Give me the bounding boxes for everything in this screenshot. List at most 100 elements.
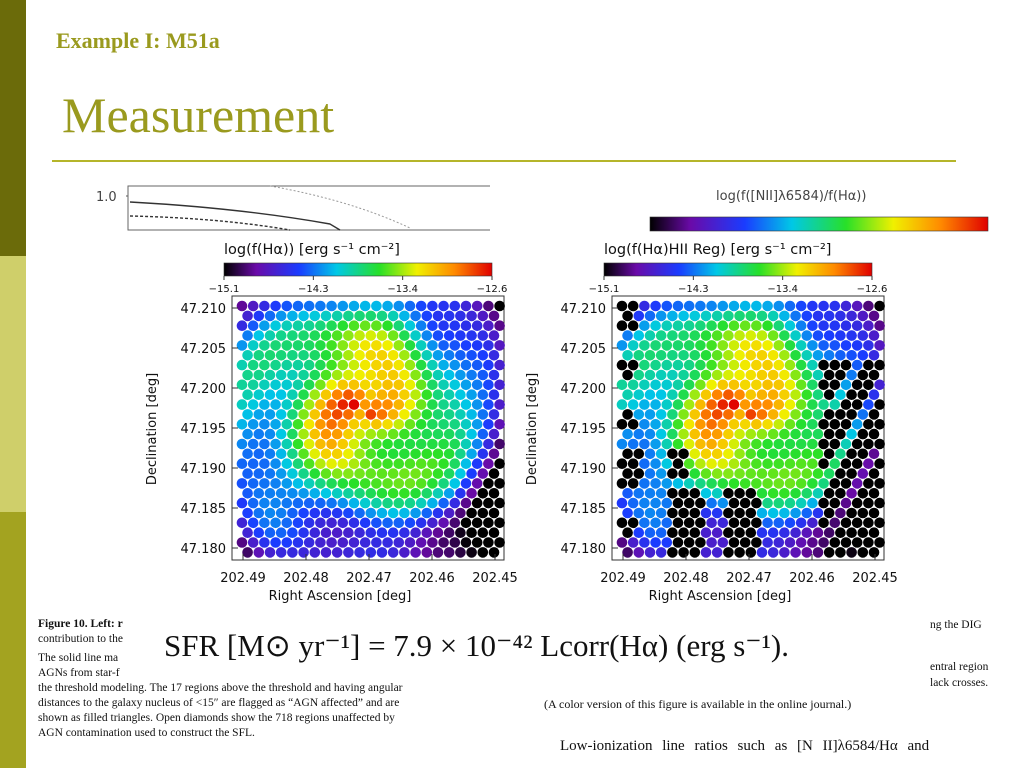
fiber-dot: [275, 507, 287, 519]
fiber-dot: [756, 389, 768, 400]
fiber-dot: [840, 438, 852, 450]
fiber-dot: [477, 409, 489, 420]
fiber-dot: [627, 340, 639, 351]
fiber-dot: [661, 497, 673, 509]
fiber-dot: [410, 350, 421, 361]
fiber-dot: [790, 310, 801, 322]
fiber-dot: [655, 409, 667, 420]
fiber-dot: [281, 320, 293, 331]
fiber-dot: [633, 428, 645, 440]
fiber-dot: [790, 409, 801, 420]
fiber-dot: [683, 340, 695, 351]
fiber-dot: [784, 359, 796, 371]
fiber-dot: [762, 517, 773, 529]
fiber-dot: [488, 389, 500, 400]
fiber-dot: [751, 300, 762, 312]
fiber-dot: [751, 458, 762, 469]
fiber-dot: [443, 310, 455, 322]
fiber-dot: [387, 369, 399, 381]
fiber-dot: [455, 409, 466, 420]
fiber-dot: [706, 379, 717, 391]
fiber-dot: [812, 527, 824, 538]
fiber-dot: [247, 359, 259, 371]
fiber-dot: [376, 389, 388, 400]
fiber-dot: [399, 507, 410, 519]
fiber-dot: [331, 389, 343, 400]
fiber-dot: [421, 428, 433, 440]
fiber-dot: [773, 399, 785, 410]
fiber-dot: [795, 300, 807, 312]
fiber-dot: [672, 379, 684, 391]
fiber-dot: [678, 527, 689, 538]
fiber-dot: [801, 488, 813, 499]
fiber-dot: [438, 340, 449, 351]
y-tick-label: 47.185: [561, 502, 607, 517]
fiber-dot: [443, 468, 455, 479]
fiber-dot: [807, 517, 818, 529]
colorbar-tick-label: −14.3: [298, 284, 329, 295]
fiber-dot: [734, 428, 745, 440]
fiber-dot: [443, 507, 455, 519]
fiber-dot: [818, 458, 829, 469]
fiber-dot: [393, 359, 405, 371]
fiber-dot: [247, 517, 259, 529]
fiber-dot: [734, 330, 745, 341]
fiber-dot: [421, 448, 433, 460]
fiber-dot: [739, 517, 751, 529]
fiber-dot: [326, 497, 337, 509]
fiber-dot: [410, 409, 421, 420]
fiber-dot: [840, 419, 852, 430]
fiber-dot: [717, 340, 729, 351]
fiber-dot: [393, 399, 405, 410]
fiber-dot: [846, 488, 857, 499]
fiber-dot: [404, 438, 416, 450]
fiber-dot: [790, 428, 801, 440]
fiber-dot: [874, 478, 885, 489]
fiber-dot: [807, 300, 818, 312]
fiber-dot: [650, 517, 661, 529]
fiber-dot: [331, 330, 343, 341]
fiber-dot: [421, 409, 433, 420]
fiber-dot: [857, 507, 869, 519]
fiber-dot: [616, 438, 628, 450]
fiber-dot: [689, 448, 701, 460]
fiber-dot: [477, 448, 489, 460]
fiber-dot: [723, 369, 734, 381]
fiber-dot: [851, 478, 863, 489]
fiber-dot: [326, 419, 337, 430]
fiber-dot: [438, 478, 449, 489]
x-tick-label: 202.48: [663, 571, 709, 586]
fiber-dot: [818, 320, 829, 331]
fiber-dot: [728, 537, 740, 548]
fiber-dot: [728, 359, 740, 371]
fiber-dot: [835, 428, 846, 440]
fiber-dot: [633, 389, 645, 400]
fiber-dot: [455, 330, 466, 341]
fiber-dot: [622, 507, 633, 519]
fiber-dot: [655, 428, 667, 440]
fiber-dot: [488, 547, 500, 558]
fiber-dot: [326, 300, 337, 312]
fiber-dot: [494, 379, 505, 391]
fiber-dot: [432, 350, 444, 361]
fiber-dot: [337, 300, 349, 312]
fiber-dot: [857, 527, 869, 538]
y-tick-label: 47.190: [181, 462, 227, 477]
fiber-dot: [483, 300, 494, 312]
fiber-dot: [275, 448, 287, 460]
fiber-dot: [846, 409, 857, 420]
fiber-dot: [371, 340, 382, 351]
fiber-dot: [387, 448, 399, 460]
fiber-dot: [678, 428, 689, 440]
fiber-dot: [650, 419, 661, 430]
fiber-dot: [639, 419, 650, 430]
x-tick-label: 202.46: [409, 571, 455, 586]
fiber-dot: [823, 547, 835, 558]
fiber-dot: [728, 300, 740, 312]
fiber-dot: [460, 458, 472, 469]
fiber-dot: [745, 330, 757, 341]
fiber-dot: [739, 379, 751, 391]
fiber-dot: [751, 537, 762, 548]
fiber-dot: [371, 320, 382, 331]
fiber-dot: [639, 478, 650, 489]
